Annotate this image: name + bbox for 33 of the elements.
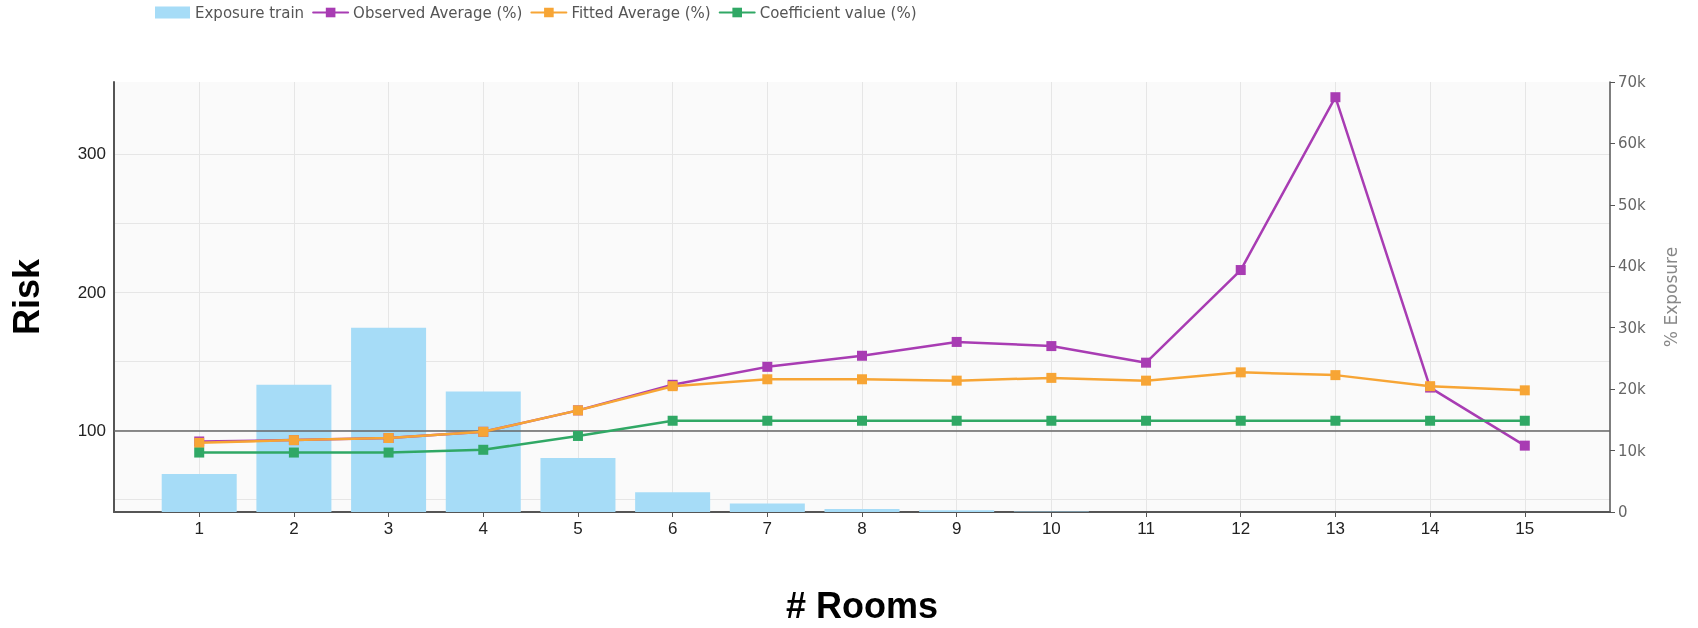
y-tick-label: 200 <box>77 282 106 302</box>
x-tick-label: 5 <box>573 519 583 538</box>
x-tick-label: 13 <box>1325 519 1345 538</box>
legend-label: Fitted Average (%) <box>571 3 711 22</box>
x-tick-label: 7 <box>762 519 773 538</box>
x-tick-label: 9 <box>951 519 962 538</box>
y2-tick-label: 10k <box>1618 441 1647 460</box>
legend-label: Exposure train <box>195 3 305 22</box>
x-tick-label: 12 <box>1231 519 1251 538</box>
y2-tick-label: 0 <box>1618 503 1628 521</box>
y2-axis-title: % Exposure <box>1660 246 1681 348</box>
y2-tick-label: 70k <box>1618 73 1647 91</box>
x-tick-label: 10 <box>1041 519 1061 538</box>
x-tick-label: 4 <box>478 519 488 538</box>
y-tick-label: 100 <box>77 420 106 440</box>
y2-tick-label: 30k <box>1618 318 1647 337</box>
x-tick-label: 2 <box>289 519 299 538</box>
x-tick-label: 8 <box>857 519 867 538</box>
x-tick-label: 14 <box>1420 519 1440 538</box>
legend-label: Coefficient value (%) <box>759 3 917 22</box>
x-axis-title: # Rooms <box>785 584 939 626</box>
y-axis-title: Risk <box>5 258 47 336</box>
y2-tick-label: 60k <box>1618 134 1647 153</box>
y2-tick-label: 20k <box>1618 380 1647 399</box>
x-tick-label: 6 <box>667 519 678 538</box>
y-tick-label: 300 <box>77 144 106 164</box>
y2-tick-label: 40k <box>1618 257 1647 276</box>
x-tick-label: 1 <box>194 519 204 538</box>
x-tick-label: 15 <box>1515 519 1535 538</box>
x-tick-label: 11 <box>1137 519 1155 538</box>
x-tick-label: 3 <box>383 519 394 538</box>
y2-tick-label: 50k <box>1618 195 1647 214</box>
legend-label: Observed Average (%) <box>353 3 523 22</box>
